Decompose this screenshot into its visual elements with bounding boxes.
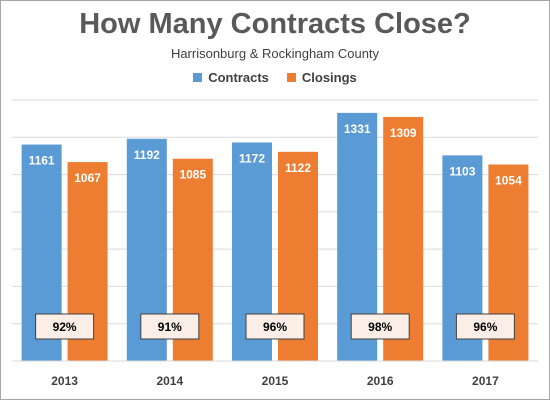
data-label-contracts-2017: 1103 [449,164,475,178]
pct-box-2017 [455,313,515,340]
x-tick-2016: 2016 [367,374,394,388]
legend-label-contracts: Contracts [208,70,269,85]
legend-item-contracts: Contracts [193,70,269,85]
pct-box-2013 [35,313,95,340]
chart-legend: Contracts Closings [0,70,550,85]
pct-box-2016 [350,313,410,340]
pct-label-2016: 98% [368,320,392,334]
pct-box-2014 [140,313,200,340]
data-label-closings-2015: 1122 [285,161,311,175]
pct-label-2015: 96% [263,320,287,334]
data-label-contracts-2015: 1172 [239,152,265,166]
chart-title: How Many Contracts Close? [79,8,471,40]
data-label-contracts-2016: 1331 [344,122,371,136]
legend-swatch-contracts [193,73,203,82]
data-label-closings-2013: 1067 [74,171,101,185]
data-label-closings-2017: 1054 [495,174,522,188]
data-label-closings-2016: 1309 [390,126,417,140]
legend-item-closings: Closings [286,70,357,85]
legend-swatch-closings [286,73,296,82]
data-label-closings-2014: 1085 [179,168,206,182]
legend-label-closings: Closings [301,70,357,85]
pct-label-2014: 91% [158,320,182,334]
data-label-contracts-2014: 1192 [134,148,160,162]
pct-label-2017: 96% [473,320,497,334]
x-tick-2014: 2014 [156,374,183,388]
chart-subtitle: Harrisonburg & Rockingham County [170,46,380,61]
x-tick-2013: 2013 [51,374,78,388]
x-tick-2015: 2015 [262,374,289,388]
data-label-contracts-2013: 1161 [29,154,55,168]
pct-box-2015 [245,313,305,340]
pct-label-2013: 92% [53,320,77,334]
x-tick-2017: 2017 [472,374,499,388]
